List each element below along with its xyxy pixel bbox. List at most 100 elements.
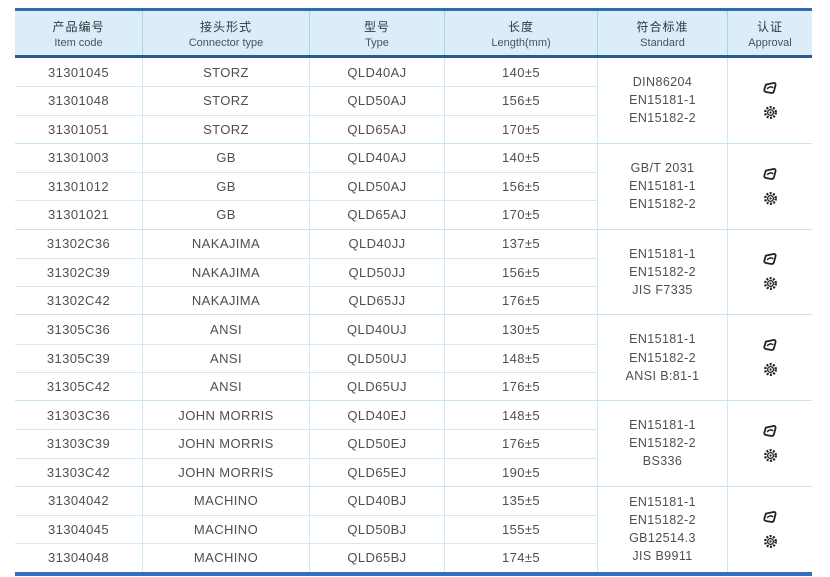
certification-logo-icon <box>762 337 779 354</box>
cell-type: QLD65JJ <box>310 286 445 315</box>
table-group: 31301045 STORZ QLD40AJ 140±5 31301048 STORZ QL… <box>15 58 812 143</box>
cell-connector-type: MACHINO <box>143 515 310 544</box>
standard-line: ANSI B:81-1 <box>625 368 700 383</box>
cell-type: QLD40JJ <box>310 229 445 258</box>
cell-length: 137±5 <box>445 229 598 258</box>
cell-connector-type: GB <box>143 143 310 172</box>
cell-connector-type: ANSI <box>143 315 310 344</box>
cell-approval <box>728 144 812 229</box>
header-cell-item_code: 产品编号 Item code <box>15 11 143 55</box>
cell-approval <box>728 230 812 315</box>
cell-standards: EN15181-1 EN15182-2 JIS F7335 <box>598 229 728 315</box>
table-group: 31303C36 JOHN MORRIS QLD40EJ 148±5 31303C39 J… <box>15 400 812 486</box>
standard-line: EN15181-1 <box>629 494 696 509</box>
cell-standards: EN15181-1 EN15182-2 GB12514.3 JIS B9911 <box>598 486 728 572</box>
cell-item-code: 31302C42 <box>15 286 143 315</box>
cell-item-code: 31304048 <box>15 543 143 572</box>
cell-length: 140±5 <box>445 58 598 87</box>
cell-type: QLD40AJ <box>310 58 445 87</box>
cell-item-code: 31302C39 <box>15 257 143 286</box>
cell-type: QLD50AJ <box>310 172 445 201</box>
cell-length: 156±5 <box>445 172 598 201</box>
column-title-en: Standard <box>640 36 685 49</box>
header-cell-standard: 符合标准 Standard <box>598 11 728 55</box>
column-title-en: Type <box>365 36 389 49</box>
cell-standards: GB/T 2031 EN15181-1 EN15182-2 <box>598 143 728 229</box>
cell-connector-type: JOHN MORRIS <box>143 457 310 486</box>
wheelmark-icon <box>762 533 779 550</box>
cell-item-code: 31301045 <box>15 58 143 87</box>
cell-length: 135±5 <box>445 486 598 515</box>
header-cell-connector_type: 接头形式 Connector type <box>143 11 310 55</box>
standard-line: EN15182-2 <box>629 436 696 451</box>
cell-length: 148±5 <box>445 401 598 430</box>
cell-connector-type: JOHN MORRIS <box>143 429 310 458</box>
cell-item-code: 31303C36 <box>15 401 143 430</box>
cell-length: 155±5 <box>445 515 598 544</box>
standard-line: JIS F7335 <box>632 282 693 297</box>
cell-connector-type: STORZ <box>143 86 310 115</box>
standard-line: EN15182-2 <box>629 513 696 527</box>
cell-connector-type: NAKAJIMA <box>143 257 310 286</box>
header-cell-length: 长度 Length(mm) <box>445 11 598 55</box>
cell-length: 190±5 <box>445 457 598 486</box>
standard-line: EN15182-2 <box>629 350 696 365</box>
cell-connector-type: MACHINO <box>143 486 310 515</box>
cell-item-code: 31305C42 <box>15 371 143 400</box>
standard-line: EN15182-2 <box>629 264 696 279</box>
column-title-zh: 产品编号 <box>52 19 105 34</box>
table-header: 产品编号 Item code 接头形式 Connector type 型号 Type 长度 L… <box>15 8 812 58</box>
cell-connector-type: JOHN MORRIS <box>143 401 310 430</box>
cell-length: 176±5 <box>445 371 598 400</box>
cell-item-code: 31303C39 <box>15 429 143 458</box>
certification-logo-icon <box>762 509 779 526</box>
cell-item-code: 31305C39 <box>15 343 143 372</box>
standard-line: EN15182-2 <box>629 197 696 212</box>
standard-line: EN15181-1 <box>629 179 696 194</box>
cell-item-code: 31304042 <box>15 486 143 515</box>
table-group: 31302C36 NAKAJIMA QLD40JJ 137±5 31302C39 NAKA… <box>15 228 812 315</box>
cell-length: 156±5 <box>445 257 598 286</box>
cell-approval <box>728 487 812 572</box>
column-title-en: Connector type <box>188 36 264 49</box>
cell-type: QLD40AJ <box>310 143 445 172</box>
cell-type: QLD40EJ <box>310 401 445 430</box>
cell-type: QLD50AJ <box>310 86 445 115</box>
wheelmark-icon <box>762 190 779 207</box>
cell-approval <box>728 401 812 486</box>
cell-connector-type: ANSI <box>143 343 310 372</box>
cell-length: 170±5 <box>445 114 598 143</box>
cell-connector-type: MACHINO <box>143 543 310 572</box>
table-group: 31304042 MACHINO QLD40BJ 135±5 31304045 MACHI… <box>15 485 812 572</box>
certification-logo-icon <box>762 423 779 440</box>
cell-connector-type: GB <box>143 200 310 229</box>
header-cell-approval: 认证 Approval <box>728 11 812 55</box>
cell-type: QLD65EJ <box>310 457 445 486</box>
cell-length: 148±5 <box>445 343 598 372</box>
cell-connector-type: ANSI <box>143 371 310 400</box>
cell-type: QLD40BJ <box>310 486 445 515</box>
column-title-zh: 符合标准 <box>636 19 689 34</box>
cell-standards: EN15181-1 EN15182-2 BS336 <box>598 401 728 486</box>
standard-line: BS336 <box>642 454 683 469</box>
standard-line: EN15181-1 <box>629 246 696 261</box>
cell-connector-type: NAKAJIMA <box>143 229 310 258</box>
certification-logo-icon <box>762 251 779 268</box>
cell-connector-type: GB <box>143 172 310 201</box>
wheelmark-icon <box>762 447 779 464</box>
cell-type: QLD50UJ <box>310 343 445 372</box>
cell-item-code: 31303C42 <box>15 457 143 486</box>
table-body: 31301045 STORZ QLD40AJ 140±5 31301048 STORZ QL… <box>15 58 812 576</box>
cell-approval <box>728 58 812 143</box>
table-group: 31301003 GB QLD40AJ 140±5 31301012 GB QLD50AJ 1… <box>15 142 812 229</box>
cell-standards: DIN86204 EN15181-1 EN15182-2 <box>598 58 728 143</box>
column-title-en: Item code <box>54 36 103 49</box>
cell-type: QLD40UJ <box>310 315 445 344</box>
standard-line: EN15182-2 <box>629 111 696 126</box>
standard-line: DIN86204 <box>632 75 693 90</box>
wheelmark-icon <box>762 104 779 121</box>
cell-type: QLD50EJ <box>310 429 445 458</box>
cell-connector-type: NAKAJIMA <box>143 286 310 315</box>
wheelmark-icon <box>762 275 779 292</box>
cell-type: QLD50JJ <box>310 257 445 286</box>
